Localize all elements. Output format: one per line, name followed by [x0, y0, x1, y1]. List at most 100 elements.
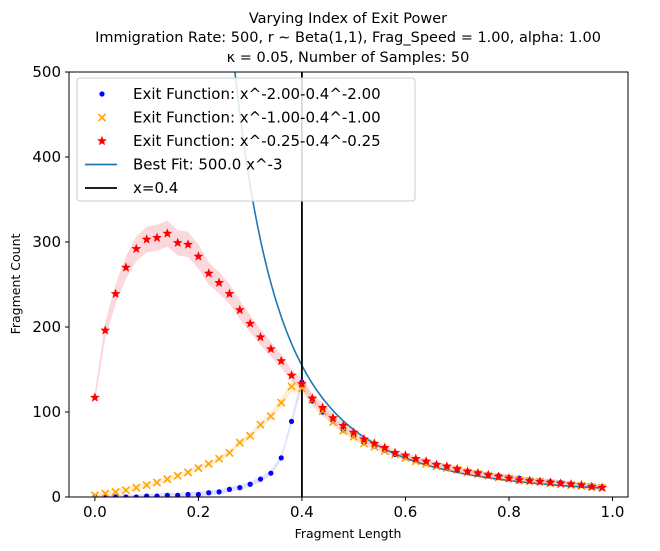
- point-series-2-40: [504, 473, 514, 483]
- point-series-2-34: [441, 461, 452, 471]
- point-series-0-6: [154, 493, 160, 497]
- point-series-0-13: [226, 486, 233, 492]
- point-series-2-42: [524, 475, 535, 486]
- chart-subtitle-2: κ = 0.05, Number of Samples: 50: [227, 50, 470, 66]
- point-series-2-6: [152, 232, 162, 242]
- point-series-2-33: [431, 459, 442, 469]
- point-series-0-17: [268, 470, 274, 476]
- legend-handle-0: [99, 91, 105, 97]
- point-series-0-14: [237, 485, 243, 491]
- point-series-2-12: [214, 277, 225, 288]
- point-series-2-19: [286, 370, 297, 380]
- point-series-1-14: [235, 438, 244, 447]
- chart-title: Varying Index of Exit Power: [249, 11, 447, 27]
- legend-box: [76, 77, 416, 202]
- point-series-2-30: [400, 450, 411, 460]
- chart-subtitle: Immigration Rate: 500, r ∼ Beta(1,1), Fr…: [95, 30, 601, 46]
- y-axis-label: Fragment Count: [8, 234, 23, 335]
- y-tick-label-1: 100: [32, 403, 61, 421]
- point-series-1-1: [101, 489, 110, 497]
- point-series-2-29: [390, 447, 401, 458]
- point-series-2-36: [462, 466, 473, 476]
- legend-label-3: Best Fit: 500.0 x^-3: [133, 156, 283, 174]
- legend-label-4: x=0.4: [133, 179, 178, 197]
- point-series-2-20: [296, 378, 307, 389]
- point-series-0-18: [278, 455, 284, 461]
- point-series-2-4: [131, 243, 142, 254]
- point-series-1-11: [204, 459, 213, 469]
- point-series-1-0: [90, 491, 100, 497]
- point-series-2-21: [307, 393, 318, 403]
- point-series-1-19: [287, 382, 296, 391]
- point-series-2-1: [100, 325, 111, 335]
- point-series-2-8: [172, 237, 183, 248]
- y-tick-label-0: 0: [51, 488, 61, 506]
- point-series-2-17: [265, 343, 276, 354]
- x-tick-label-2: 0.4: [290, 503, 314, 521]
- point-series-2-11: [203, 268, 214, 278]
- point-series-2-47: [576, 479, 587, 490]
- point-series-2-45: [555, 478, 566, 488]
- point-series-2-2: [110, 288, 121, 299]
- y-tick-label-5: 500: [32, 63, 61, 81]
- point-series-1-27: [370, 442, 379, 452]
- point-series-1-8: [173, 471, 182, 480]
- point-series-2-14: [234, 304, 245, 315]
- point-series-2-10: [193, 251, 204, 261]
- point-series-2-0: [89, 392, 100, 402]
- point-series-0-16: [257, 476, 264, 482]
- x-tick-label-0: 0.0: [83, 503, 107, 521]
- point-series-2-48: [586, 481, 597, 492]
- point-series-2-27: [369, 438, 380, 448]
- point-series-1-12: [214, 454, 224, 463]
- point-series-1-16: [256, 420, 265, 429]
- point-series-0-11: [206, 490, 212, 496]
- point-series-0-5: [144, 493, 150, 497]
- point-series-2-26: [359, 434, 369, 444]
- legend-handle-1: [97, 113, 107, 122]
- point-series-0-9: [185, 491, 191, 497]
- point-series-2-35: [452, 463, 463, 474]
- point-series-2-24: [338, 420, 349, 430]
- confidence-bands: [94, 220, 603, 497]
- y-tick-label-2: 200: [32, 318, 61, 336]
- y-tick-label-4: 400: [32, 148, 61, 166]
- legend-label-2: Exit Function: x^-0.25-0.4^-0.25: [133, 132, 381, 150]
- band-series-2: [94, 220, 603, 491]
- point-series-0-12: [216, 489, 222, 495]
- point-series-0-7: [164, 492, 170, 497]
- point-series-0-8: [175, 492, 181, 497]
- point-series-2-25: [348, 427, 359, 437]
- point-series-1-7: [163, 474, 172, 484]
- point-series-1-4: [132, 483, 141, 492]
- point-series-0-3: [123, 494, 129, 497]
- point-series-0-15: [247, 481, 253, 487]
- point-series-1-28: [380, 446, 389, 456]
- y-tick-label-3: 300: [32, 233, 61, 251]
- legend-handle-2: [97, 135, 107, 146]
- point-series-2-9: [183, 239, 193, 249]
- point-series-0-2: [112, 494, 119, 497]
- point-series-1-17: [266, 412, 276, 421]
- point-series-1-10: [194, 463, 203, 473]
- point-series-2-18: [276, 355, 287, 366]
- point-series-2-22: [317, 402, 328, 412]
- point-series-2-43: [535, 476, 545, 486]
- point-series-2-16: [255, 332, 266, 342]
- legend-label-0: Exit Function: x^-2.00-0.4^-2.00: [133, 85, 381, 103]
- point-series-2-41: [514, 474, 525, 485]
- point-series-1-3: [121, 486, 131, 495]
- x-tick-label-5: 1.0: [601, 503, 625, 521]
- point-series-2-3: [120, 262, 131, 272]
- point-series-1-6: [152, 478, 162, 487]
- point-series-0-19: [288, 418, 295, 424]
- plot-frame: [68, 71, 629, 498]
- point-series-0-10: [195, 491, 201, 497]
- point-series-2-38: [483, 469, 494, 480]
- point-series-2-5: [141, 234, 152, 244]
- point-series-2-39: [493, 471, 504, 481]
- legend-label-1: Exit Function: x^-1.00-0.4^-1.00: [133, 109, 381, 127]
- data-markers: [89, 228, 608, 497]
- point-series-2-7: [162, 228, 173, 238]
- point-series-2-46: [566, 479, 577, 489]
